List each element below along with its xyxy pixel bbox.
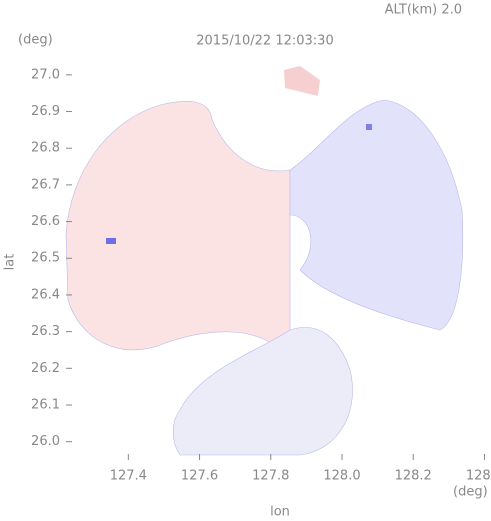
south-region bbox=[172, 327, 353, 456]
y-tick-label: 26.5 bbox=[31, 251, 60, 266]
altitude-label: ALT(km) 2.0 bbox=[385, 3, 462, 18]
y-tick-label: 26.9 bbox=[31, 104, 60, 119]
x-unit: (deg) bbox=[453, 485, 488, 500]
x-tick-label: 128.2 bbox=[395, 469, 432, 484]
x-tick-label: 127.8 bbox=[252, 469, 289, 484]
y-axis-label: lat bbox=[3, 254, 18, 271]
y-tick-label: 26.0 bbox=[31, 434, 60, 449]
y-tick-label: 26.4 bbox=[31, 287, 60, 302]
y-tick-label: 26.2 bbox=[31, 361, 60, 376]
strong-echo bbox=[106, 238, 116, 244]
y-tick-label: 26.8 bbox=[31, 141, 60, 156]
north-echo bbox=[284, 66, 320, 96]
radar-field bbox=[65, 66, 464, 456]
x-tick-label: 127.4 bbox=[110, 469, 147, 484]
y-tick-label: 26.7 bbox=[31, 177, 60, 192]
negative-region bbox=[289, 99, 464, 331]
y-tick-label: 26.6 bbox=[31, 214, 60, 229]
y-tick-label: 26.1 bbox=[31, 397, 60, 412]
positive-region bbox=[65, 101, 291, 361]
x-tick-label: 128.4 bbox=[466, 469, 491, 484]
y-tick-label: 27.0 bbox=[31, 67, 60, 82]
y-tick-label: 26.3 bbox=[31, 324, 60, 339]
y-unit: (deg) bbox=[18, 33, 53, 48]
chart-title: 2015/10/22 12:03:30 bbox=[196, 34, 333, 49]
strong-echo bbox=[366, 124, 372, 130]
x-axis-label: lon bbox=[270, 505, 290, 520]
x-tick-label: 128.0 bbox=[323, 469, 360, 484]
x-tick-label: 127.6 bbox=[181, 469, 218, 484]
